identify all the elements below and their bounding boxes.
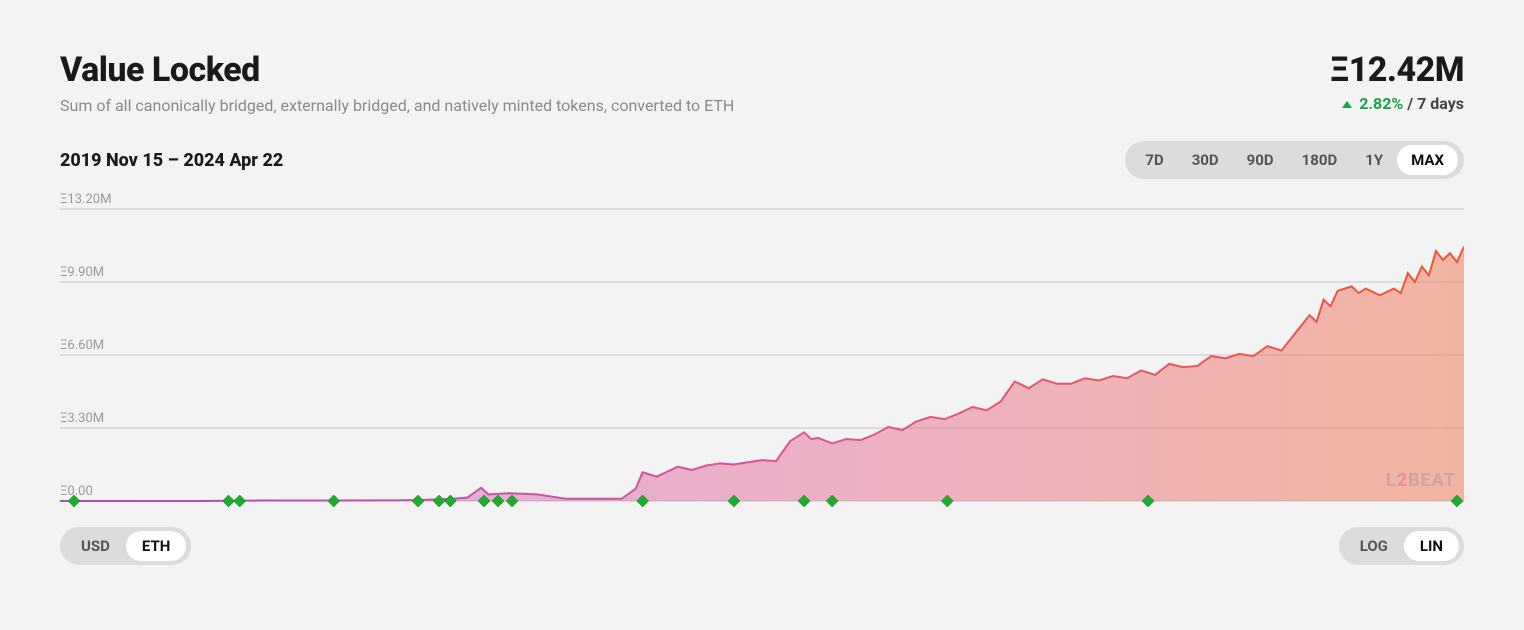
y-axis-label: Ξ6.60M — [60, 338, 104, 355]
chart-subtitle: Sum of all canonically bridged, external… — [60, 96, 734, 115]
scale-lin[interactable]: LIN — [1404, 531, 1459, 561]
change-percent: 2.82% — [1359, 94, 1403, 113]
event-marker-icon[interactable] — [328, 495, 340, 507]
total-value: Ξ12.42M — [1330, 50, 1464, 90]
y-axis-label: Ξ9.90M — [60, 265, 104, 282]
change-separator: / — [1407, 94, 1417, 113]
value-prefix-icon: Ξ — [1330, 50, 1349, 90]
event-marker-icon[interactable] — [222, 495, 234, 507]
scale-log[interactable]: LOG — [1344, 531, 1404, 561]
time-range-30d[interactable]: 30D — [1178, 145, 1233, 175]
change-indicator: 2.82% / 7 days — [1330, 94, 1464, 113]
area-chart — [60, 201, 1464, 521]
chart-title: Value Locked — [60, 50, 734, 90]
y-axis-label: Ξ3.30M — [60, 411, 104, 428]
area-fill — [60, 247, 1464, 501]
date-range: 2019 Nov 15 – 2024 Apr 22 — [60, 150, 283, 171]
y-axis-label: Ξ13.20M — [60, 192, 111, 209]
event-marker-icon[interactable] — [412, 495, 424, 507]
event-marker-icon[interactable] — [444, 495, 456, 507]
currency-toggle: USDETH — [60, 527, 191, 565]
scale-toggle: LOGLIN — [1339, 527, 1464, 565]
change-period: 7 days — [1417, 94, 1464, 113]
currency-usd[interactable]: USD — [65, 531, 126, 561]
time-range-7d[interactable]: 7D — [1131, 145, 1177, 175]
y-axis-label: Ξ0.00 — [60, 484, 93, 501]
time-range-1y[interactable]: 1Y — [1351, 145, 1397, 175]
time-range-180d[interactable]: 180D — [1288, 145, 1352, 175]
time-range-selector: 7D30D90D180D1YMAX — [1125, 141, 1464, 179]
value-amount: 12.42M — [1349, 50, 1464, 90]
currency-eth[interactable]: ETH — [126, 531, 186, 561]
time-range-90d[interactable]: 90D — [1233, 145, 1288, 175]
chart-area: Ξ0.00Ξ3.30MΞ6.60MΞ9.90MΞ13.20M L2BEAT — [60, 201, 1464, 521]
event-marker-icon[interactable] — [234, 495, 246, 507]
arrow-up-icon — [1342, 101, 1352, 108]
event-marker-icon[interactable] — [433, 495, 445, 507]
time-range-max[interactable]: MAX — [1397, 145, 1458, 175]
